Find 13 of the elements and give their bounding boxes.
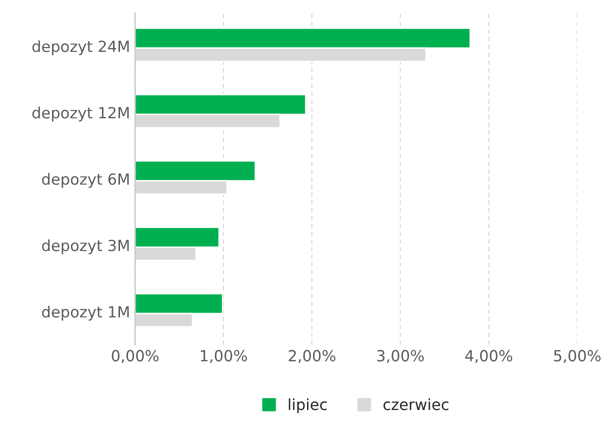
x-tick-label: 5,00% [554,350,601,364]
x-tick-label: 2,00% [288,350,336,364]
y-tick-label: depozyt 1M [42,306,129,321]
x-tick-label: 3,00% [377,350,424,364]
y-tick-label: depozyt 24M [32,40,129,56]
x-tick-label: 1,00% [200,350,247,364]
y-tick-label: depozyt 6M [42,173,129,188]
y-tick-label: depozyt 3M [42,239,129,254]
x-tick-label: 0,00% [112,350,159,364]
y-tick-label: depozyt 12M [32,106,129,122]
legend-label: lipiec [288,398,327,414]
x-tick-label: 4,00% [465,350,512,364]
legend-label: czerwiec [383,398,448,410]
